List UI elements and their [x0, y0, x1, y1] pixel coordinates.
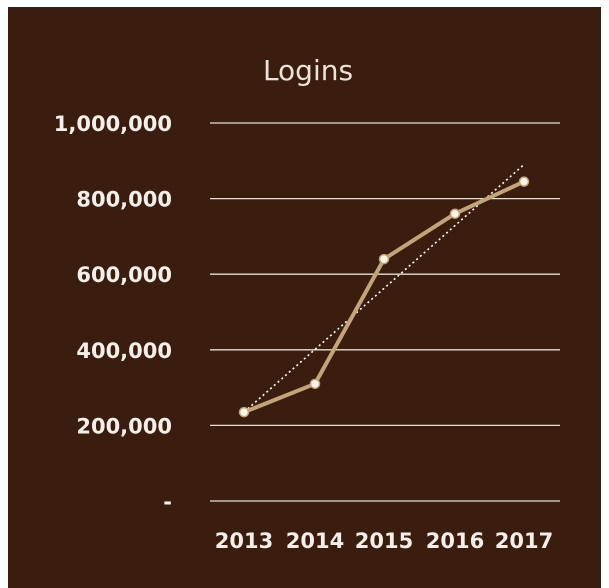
y-tick-label: 800,000	[76, 188, 172, 212]
chart-title: Logins	[263, 54, 353, 87]
x-axis-ticks: 2013 2014 2015 2016 2017	[215, 529, 553, 553]
y-axis-ticks: - 200,000 400,000 600,000 800,000 1,000,000	[54, 112, 172, 514]
y-tick-label: 600,000	[76, 263, 172, 287]
data-point	[238, 406, 250, 418]
series-layer	[242, 179, 526, 415]
data-point	[378, 253, 390, 265]
series-line	[242, 179, 526, 415]
y-tick-label: 1,000,000	[54, 112, 172, 136]
chart-panel	[8, 7, 601, 588]
data-point	[518, 176, 530, 187]
data-point	[309, 378, 321, 390]
gridlines	[210, 122, 560, 502]
x-tick-label: 2017	[495, 529, 553, 553]
markers-layer	[238, 176, 530, 418]
trendline-layer	[243, 163, 525, 413]
y-tick-label: 400,000	[76, 339, 172, 363]
trendline	[243, 163, 525, 413]
x-tick-label: 2013	[215, 529, 273, 553]
x-tick-label: 2015	[355, 529, 413, 553]
y-tick-label: 200,000	[76, 414, 172, 438]
data-point	[449, 208, 461, 219]
y-tick-label: -	[163, 490, 172, 514]
x-tick-label: 2014	[286, 529, 344, 553]
x-tick-label: 2016	[426, 529, 484, 553]
